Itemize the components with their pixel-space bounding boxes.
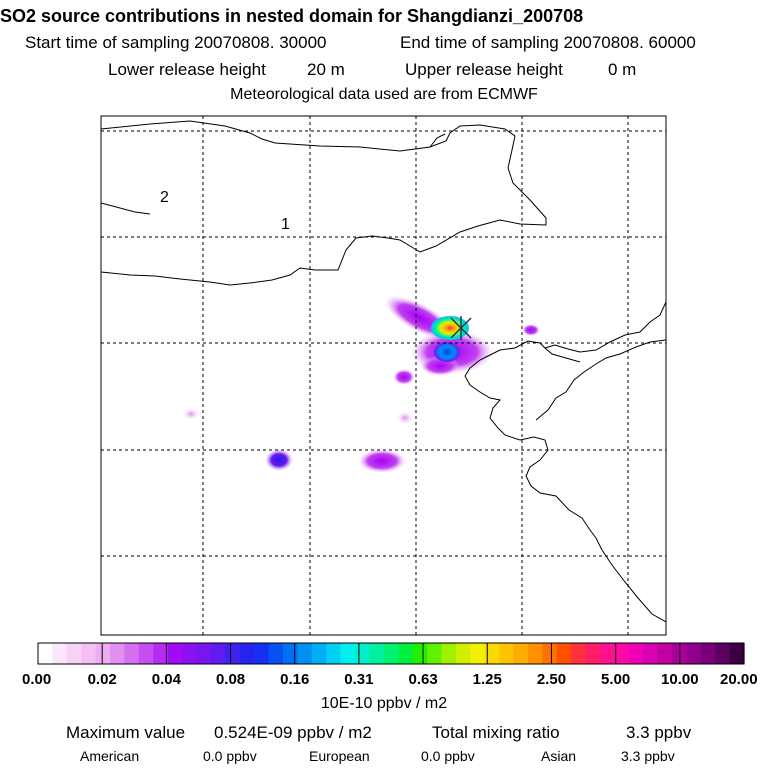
colorbar-tick-label: 5.00 bbox=[601, 671, 630, 688]
colorbar-tick-label: 0.16 bbox=[280, 671, 309, 688]
colorbar-swatch bbox=[153, 643, 169, 664]
asian-label: Asian bbox=[541, 748, 577, 764]
concentration-field bbox=[183, 295, 540, 473]
spot-south-a bbox=[393, 369, 415, 385]
american-value: 0.0 ppbv bbox=[203, 748, 257, 764]
colorbar-swatch bbox=[427, 643, 443, 664]
colorbar-swatch bbox=[282, 643, 298, 664]
colorbar-swatch bbox=[542, 643, 558, 664]
colorbar-swatch bbox=[297, 643, 313, 664]
map-frame bbox=[100, 115, 667, 636]
colorbar-swatch bbox=[210, 643, 226, 664]
colorbar-swatch bbox=[585, 643, 601, 664]
colorbar-swatch bbox=[599, 643, 615, 664]
colorbar-swatch bbox=[110, 643, 126, 664]
colorbar-swatch bbox=[138, 643, 154, 664]
grid-lines bbox=[101, 116, 666, 635]
colorbar-tick-label: 0.63 bbox=[408, 671, 437, 688]
colorbar-tick-label: 10.00 bbox=[661, 671, 699, 688]
meteo-source: Meteorological data used are from ECMWF bbox=[230, 86, 538, 103]
colorbar-swatch bbox=[311, 643, 327, 664]
colorbar-swatch bbox=[340, 643, 356, 664]
colorbar-swatch bbox=[484, 643, 500, 664]
spot-west bbox=[183, 408, 199, 420]
colorbar-tick-label: 2.50 bbox=[537, 671, 566, 688]
asian-value: 3.3 ppbv bbox=[621, 748, 675, 764]
colorbar-swatch bbox=[513, 643, 529, 664]
american-label: American bbox=[80, 748, 140, 764]
colorbar-swatch bbox=[470, 643, 486, 664]
colorbar-swatch bbox=[38, 643, 54, 664]
colorbar-swatch bbox=[715, 643, 731, 664]
colorbar-swatch bbox=[124, 643, 140, 664]
colorbar-swatch bbox=[182, 643, 198, 664]
colorbar-tick-label: 20.00 bbox=[720, 671, 758, 688]
colorbar-swatch bbox=[254, 643, 270, 664]
colorbar-swatch bbox=[729, 643, 745, 664]
plume-blue-core bbox=[434, 342, 460, 362]
colorbar-swatch bbox=[614, 643, 630, 664]
colorbar-swatch bbox=[700, 643, 716, 664]
colorbar-swatch bbox=[369, 643, 385, 664]
colorbar-swatch bbox=[196, 643, 212, 664]
chart-title: SO2 source contributions in nested domai… bbox=[0, 6, 584, 26]
colorbar-swatch bbox=[412, 643, 428, 664]
colorbar-tick-label: 0.04 bbox=[152, 671, 182, 688]
map-area bbox=[101, 116, 666, 635]
colorbar-tick-label: 0.00 bbox=[22, 671, 51, 688]
colorbar-swatch bbox=[167, 643, 183, 664]
spot-south-b bbox=[396, 411, 414, 425]
colorbar-tick-label: 0.08 bbox=[216, 671, 245, 688]
colorbar-swatch bbox=[571, 643, 587, 664]
domain-label-2: 2 bbox=[160, 189, 169, 206]
max-value: 0.524E-09 ppbv / m2 bbox=[214, 723, 372, 742]
colorbar-swatch bbox=[52, 643, 68, 664]
colorbar-swatch bbox=[66, 643, 82, 664]
max-label: Maximum value bbox=[66, 723, 186, 742]
colorbar-tick-label: 0.02 bbox=[88, 671, 117, 688]
spot-southwest bbox=[265, 449, 293, 471]
colorbar-swatch bbox=[225, 643, 241, 664]
european-value: 0.0 ppbv bbox=[421, 748, 475, 764]
colorbar-tick-label: 0.31 bbox=[344, 671, 373, 688]
colorbar-swatch bbox=[455, 643, 471, 664]
colorbar-ticks bbox=[37, 643, 745, 664]
colorbar-labels: 0.00 0.02 0.04 0.08 0.16 0.31 0.63 1.25 2.50 5.00… bbox=[22, 671, 758, 688]
colorbar-swatch bbox=[556, 643, 572, 664]
colorbar-swatch bbox=[326, 643, 342, 664]
colorbar-tick-label: 1.25 bbox=[473, 671, 502, 688]
colorbar-swatch bbox=[499, 643, 515, 664]
colorbar-swatch bbox=[441, 643, 457, 664]
colorbar-units: 10E-10 ppbv / m2 bbox=[321, 695, 447, 712]
plume-core bbox=[431, 316, 469, 340]
colorbar-swatch bbox=[81, 643, 97, 664]
station-marker-icon bbox=[450, 316, 472, 340]
upper-release-label: Upper release height bbox=[405, 60, 563, 79]
colorbar-swatch bbox=[398, 643, 414, 664]
domain-label-1: 1 bbox=[281, 216, 290, 233]
colorbar-swatch bbox=[354, 643, 370, 664]
lower-release-value: 20 m bbox=[307, 60, 345, 79]
colorbar-swatch bbox=[643, 643, 659, 664]
colorbar-swatch bbox=[383, 643, 399, 664]
colorbar-swatch bbox=[268, 643, 284, 664]
spot-east bbox=[522, 324, 540, 336]
colorbar-swatch bbox=[686, 643, 702, 664]
colorbar-swatch bbox=[239, 643, 255, 664]
lower-release-label: Lower release height bbox=[108, 60, 266, 79]
colorbar bbox=[37, 642, 745, 665]
total-label: Total mixing ratio bbox=[432, 723, 560, 742]
colorbar-swatch bbox=[95, 643, 111, 664]
upper-release-value: 0 m bbox=[608, 60, 637, 79]
spot-south-purple bbox=[358, 449, 406, 473]
coastlines bbox=[101, 120, 666, 623]
european-label: European bbox=[309, 748, 370, 764]
colorbar-swatch bbox=[657, 643, 673, 664]
total-value: 3.3 ppbv bbox=[626, 723, 692, 742]
end-time: End time of sampling 20070808. 60000 bbox=[400, 33, 696, 52]
colorbar-swatch bbox=[628, 643, 644, 664]
start-time: Start time of sampling 20070808. 30000 bbox=[25, 33, 327, 52]
colorbar-swatch bbox=[527, 643, 543, 664]
